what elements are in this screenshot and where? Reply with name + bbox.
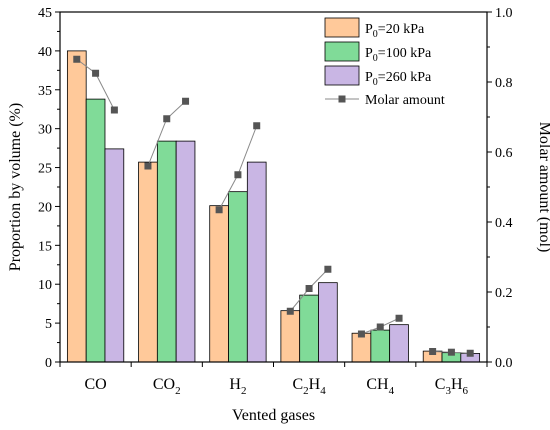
y-tick-label-0: 0 (45, 356, 52, 371)
y2-tick-label-2: 0.4 (495, 216, 513, 231)
y-tick-label-1: 5 (45, 317, 52, 332)
x-tick-label-1: CO (84, 376, 106, 393)
bar-2-4 (299, 294, 319, 363)
molar-point-2-2 (163, 115, 171, 123)
x-axis-title: Vented gases (232, 407, 315, 424)
bar-1-5 (351, 332, 372, 363)
molar-point-4-3 (324, 265, 332, 273)
bar-2-5 (370, 329, 391, 363)
bar-1-4 (280, 310, 301, 363)
molar-point-4-2 (305, 285, 313, 292)
y-tick-label-8: 40 (38, 45, 52, 60)
y-tick-label-6: 30 (38, 123, 52, 138)
y2-tick-label-5: 1.0 (495, 6, 513, 21)
bar-1-3 (209, 205, 229, 363)
molar-point-3-2 (234, 171, 242, 179)
molar-point-1-3 (110, 106, 118, 114)
bar-3-4 (318, 282, 338, 363)
molar-point-6-3 (466, 349, 474, 357)
y-tick-label-9: 45 (38, 6, 52, 21)
molar-point-1-1 (73, 55, 81, 63)
y2-axis-title: Molar amount (mol) (536, 122, 550, 253)
y2-tick-label-4: 0.8 (495, 76, 513, 91)
legend-label-molar: Molar amount (365, 93, 445, 108)
x-tick-label-6: C3H6 (435, 376, 469, 397)
legend-label-3: P0=260 kPa (365, 70, 432, 88)
molar-point-1-2 (92, 69, 100, 77)
bar-2-3 (228, 191, 248, 363)
y-axis-title: Proportion by volume (%) (7, 103, 24, 271)
molar-point-6-2 (447, 348, 455, 356)
molar-point-4-1 (286, 307, 294, 315)
bar-3-5 (389, 324, 409, 363)
x-tick-label-4: C2H4 (292, 376, 326, 397)
bar-1-2 (138, 161, 158, 363)
legend-swatch-1 (324, 17, 360, 38)
molar-point-3-1 (215, 206, 223, 214)
molar-point-6-1 (429, 348, 437, 355)
y2-tick-label-1: 0.2 (495, 286, 513, 301)
molar-point-2-3 (182, 97, 190, 105)
legend-swatch-2 (324, 41, 360, 62)
y-tick-label-3: 15 (38, 239, 52, 254)
legend-molar-marker (338, 95, 346, 103)
x-tick-label-3: H2 (229, 376, 246, 397)
molar-point-5-1 (357, 330, 365, 338)
molar-point-3-3 (253, 122, 261, 130)
legend-swatch-3 (324, 65, 360, 86)
bar-2-2 (156, 140, 177, 363)
legend-label-2: P0=100 kPa (365, 46, 432, 64)
y-tick-label-5: 25 (38, 162, 52, 177)
bar-2-1 (85, 98, 106, 363)
legend-label-1: P0=20 kPa (365, 22, 425, 40)
x-tick-label-5: CH4 (366, 376, 394, 397)
y-tick-label-7: 35 (38, 84, 52, 99)
bar-3-2 (175, 140, 196, 363)
y-tick-label-2: 10 (38, 278, 52, 293)
molar-point-5-2 (376, 323, 384, 331)
x-tick-label-2: CO2 (153, 376, 181, 397)
bar-3-3 (246, 161, 267, 363)
molar-point-5-3 (395, 314, 403, 322)
y-tick-label-4: 20 (38, 200, 52, 215)
bar-1-1 (66, 50, 87, 363)
bar-3-1 (104, 148, 125, 363)
y2-tick-label-3: 0.6 (495, 146, 513, 161)
molar-point-2-1 (144, 162, 152, 170)
y2-tick-label-0: 0.0 (495, 356, 513, 371)
